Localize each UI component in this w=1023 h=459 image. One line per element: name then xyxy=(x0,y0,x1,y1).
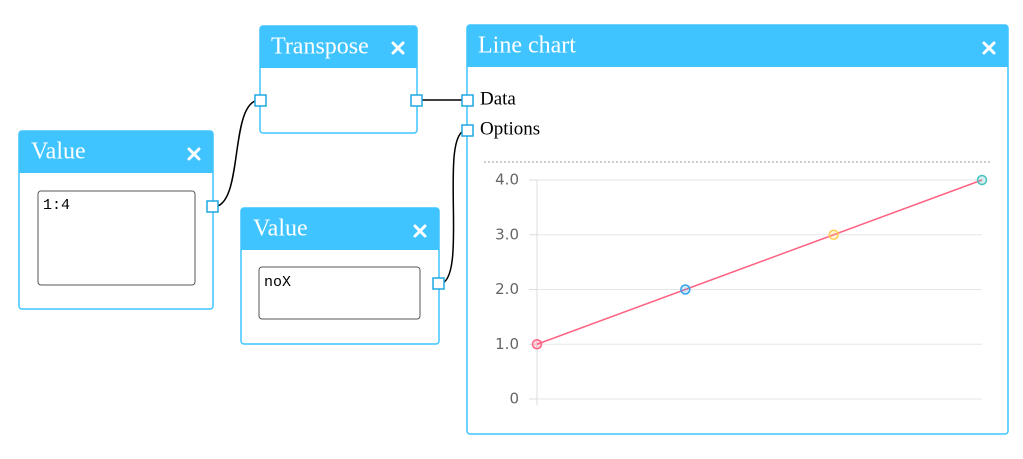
chart: 0 1.0 2.0 3.0 4.0 xyxy=(495,171,988,408)
node-header xyxy=(467,25,1008,67)
y-tick-label: 2.0 xyxy=(495,280,519,298)
y-tick-label: 3.0 xyxy=(495,225,519,243)
node-header xyxy=(241,208,439,250)
close-button[interactable] xyxy=(982,41,996,55)
value-node[interactable]: Value 1:4 xyxy=(18,130,219,310)
node-header xyxy=(19,131,213,173)
textarea-text: 1:4 xyxy=(43,197,70,214)
port-label: Data xyxy=(480,88,516,109)
output-port[interactable] xyxy=(432,277,445,290)
point xyxy=(828,229,839,240)
connection xyxy=(212,99,261,208)
point xyxy=(531,339,543,350)
connection xyxy=(438,129,468,285)
y-tick-label: 0 xyxy=(509,390,519,408)
y-tick-label: 4.0 xyxy=(495,171,519,189)
node-header xyxy=(260,26,417,68)
node-box xyxy=(466,24,1009,435)
output-port[interactable] xyxy=(206,200,219,213)
close-button[interactable] xyxy=(187,147,201,161)
close-button[interactable] xyxy=(413,224,427,238)
textarea[interactable] xyxy=(37,190,196,286)
value-node[interactable]: Value noX xyxy=(240,207,445,345)
port-label: Options xyxy=(480,118,540,139)
textarea-text: noX xyxy=(264,274,291,291)
line xyxy=(536,179,983,345)
point xyxy=(680,284,691,295)
node-title: Value xyxy=(253,216,308,242)
node-title: Transpose xyxy=(271,34,369,60)
line-chart-node[interactable]: Line chart Data Options xyxy=(461,24,1009,435)
y-tick-label: 1.0 xyxy=(495,335,519,353)
textarea[interactable] xyxy=(258,266,421,320)
close-button[interactable] xyxy=(391,41,405,55)
output-port[interactable] xyxy=(410,94,423,107)
node-title: Value xyxy=(31,139,86,165)
node-title: Line chart xyxy=(478,33,576,59)
transpose-node[interactable]: Transpose xyxy=(254,25,423,134)
input-port[interactable] xyxy=(461,124,474,137)
point xyxy=(976,174,988,186)
input-port[interactable] xyxy=(461,94,474,107)
input-port[interactable] xyxy=(254,94,267,107)
